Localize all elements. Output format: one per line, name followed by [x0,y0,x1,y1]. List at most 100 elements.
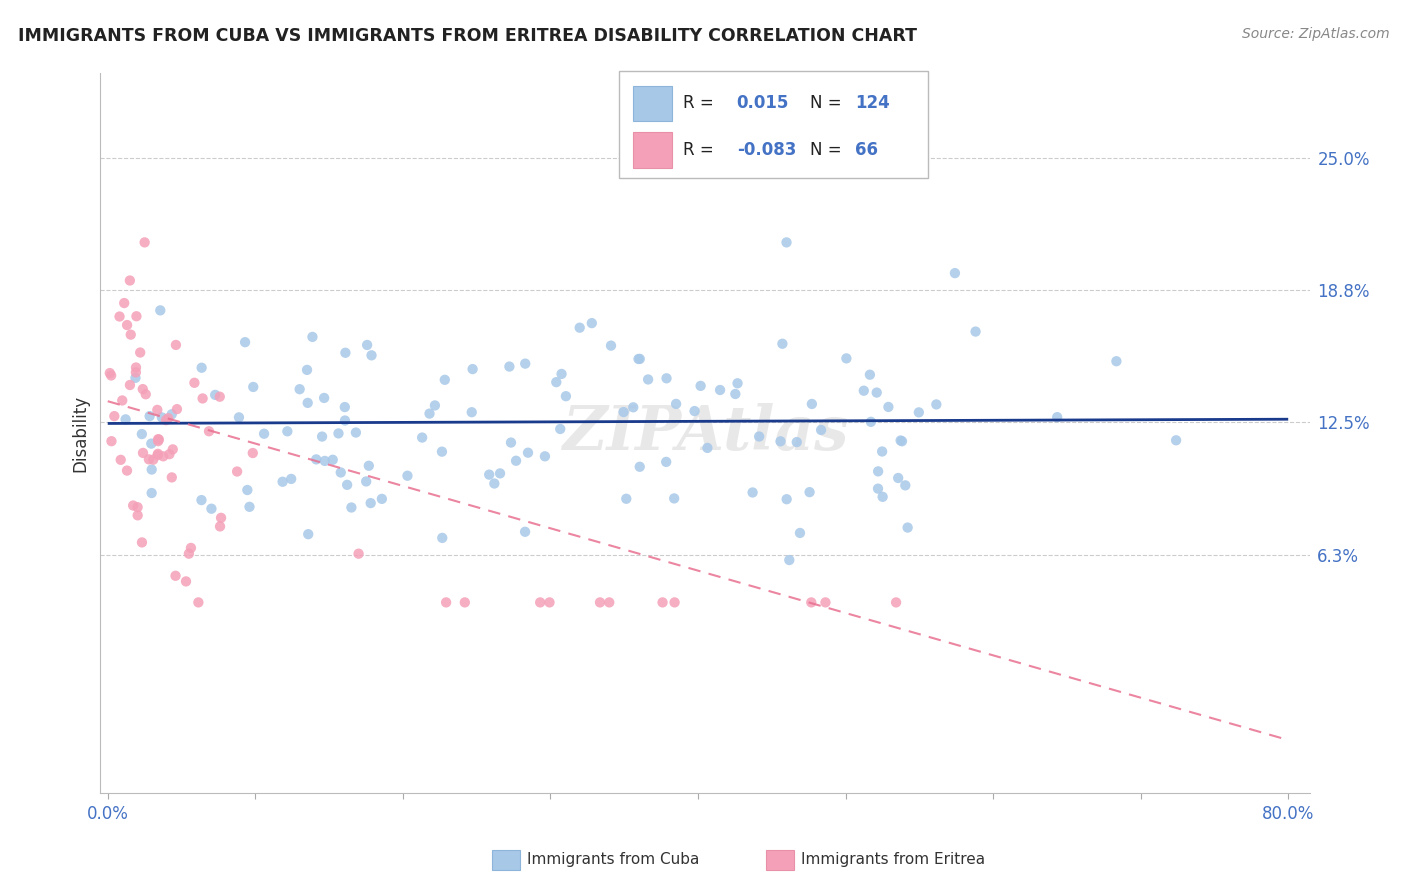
Point [891,434,914,449]
Text: ZIPAtlas: ZIPAtlas [562,403,849,463]
Point [770,336,793,351]
Point [141,462,163,476]
Point [226,465,249,479]
Point [499,435,522,450]
Point [271,475,294,489]
Point [347,547,370,561]
Text: Immigrants from Eritrea: Immigrants from Eritrea [801,853,986,867]
Point [778,553,800,567]
Point [538,595,561,609]
Point [146,447,169,461]
Point [866,482,889,496]
Point [336,478,359,492]
Point [513,524,536,539]
Point [890,434,912,448]
Point [360,348,382,362]
Point [242,446,264,460]
Point [548,422,571,436]
Point [127,500,149,515]
Point [160,470,183,484]
Point [112,296,135,310]
Point [111,393,134,408]
Point [908,405,931,419]
Point [242,380,264,394]
Point [664,595,686,609]
Point [683,404,706,418]
Point [897,520,920,534]
Point [1164,434,1187,448]
Point [709,383,731,397]
Point [689,379,711,393]
Text: R =: R = [683,141,714,159]
Point [187,595,209,609]
Point [696,441,718,455]
Point [621,401,644,415]
Point [157,411,180,425]
Point [786,435,808,450]
Point [183,376,205,390]
Point [134,235,156,250]
Point [852,384,875,398]
Point [800,595,823,609]
Text: 0.015: 0.015 [737,95,789,112]
Point [165,338,187,352]
Point [727,376,749,391]
Point [872,490,894,504]
Point [120,327,142,342]
Point [166,402,188,417]
Point [295,363,318,377]
Point [517,446,540,460]
Point [423,399,446,413]
Point [628,459,651,474]
Point [859,368,882,382]
Point [305,452,328,467]
Point [430,444,453,458]
Point [138,409,160,424]
Point [118,378,141,392]
Point [115,464,138,478]
Point [108,310,131,324]
Point [505,454,527,468]
Point [135,387,157,401]
Point [132,382,155,396]
Point [238,500,260,514]
Point [98,366,121,380]
Point [614,491,637,506]
Point [150,410,173,425]
Point [333,400,356,414]
Point [637,372,659,386]
Point [344,425,367,440]
Y-axis label: Disability: Disability [72,394,89,472]
Point [859,415,882,429]
Point [662,491,685,506]
Point [741,485,763,500]
Text: 124: 124 [855,95,890,112]
Point [356,338,378,352]
Point [204,388,226,402]
Point [142,452,165,467]
Text: 66: 66 [855,141,877,159]
Point [534,450,557,464]
Point [884,595,907,609]
Point [311,429,333,443]
Point [814,595,837,609]
Point [301,330,323,344]
Text: Immigrants from Cuba: Immigrants from Cuba [527,853,700,867]
Point [877,400,900,414]
Point [776,492,799,507]
Point [461,362,484,376]
Point [432,531,454,545]
Point [354,475,377,489]
Point [100,368,122,383]
Point [165,568,187,582]
Point [122,499,145,513]
Point [789,525,811,540]
Point [125,310,148,324]
Point [209,511,232,525]
Point [155,413,177,427]
Point [114,412,136,426]
Point [253,426,276,441]
Point [280,472,302,486]
Point [152,450,174,464]
Point [360,496,382,510]
